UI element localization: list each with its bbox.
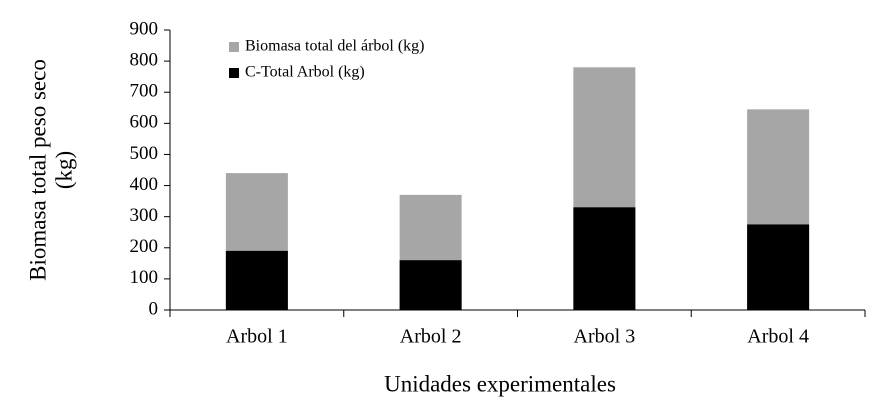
legend-swatch bbox=[229, 68, 239, 78]
legend-box bbox=[222, 33, 470, 88]
bar bbox=[399, 260, 462, 310]
bar bbox=[747, 224, 810, 310]
y-tick-label: 100 bbox=[130, 267, 159, 288]
bar bbox=[573, 207, 636, 310]
legend-label: C-Total Arbol (kg) bbox=[245, 64, 365, 81]
legend-swatch bbox=[229, 42, 239, 52]
y-tick-label: 600 bbox=[130, 112, 159, 133]
x-tick-label: Arbol 2 bbox=[400, 326, 462, 348]
y-tick-label: 0 bbox=[149, 298, 159, 319]
y-axis-title: Biomasa total peso seco bbox=[25, 59, 50, 281]
y-axis-title: (kg) bbox=[51, 151, 76, 189]
y-tick-label: 200 bbox=[130, 236, 159, 257]
y-tick-label: 800 bbox=[130, 49, 159, 70]
y-tick-label: 700 bbox=[130, 81, 159, 102]
y-tick-label: 300 bbox=[130, 205, 159, 226]
legend-label: Biomasa total del árbol (kg) bbox=[245, 38, 425, 55]
y-tick-label: 400 bbox=[130, 174, 159, 195]
x-tick-label: Arbol 3 bbox=[574, 326, 636, 348]
y-tick-label: 500 bbox=[130, 143, 159, 164]
x-tick-label: Arbol 4 bbox=[747, 326, 809, 348]
y-tick-label: 900 bbox=[130, 18, 159, 39]
bar bbox=[225, 250, 288, 310]
x-tick-label: Arbol 1 bbox=[226, 326, 288, 348]
x-axis-title: Unidades experimentales bbox=[384, 371, 616, 396]
